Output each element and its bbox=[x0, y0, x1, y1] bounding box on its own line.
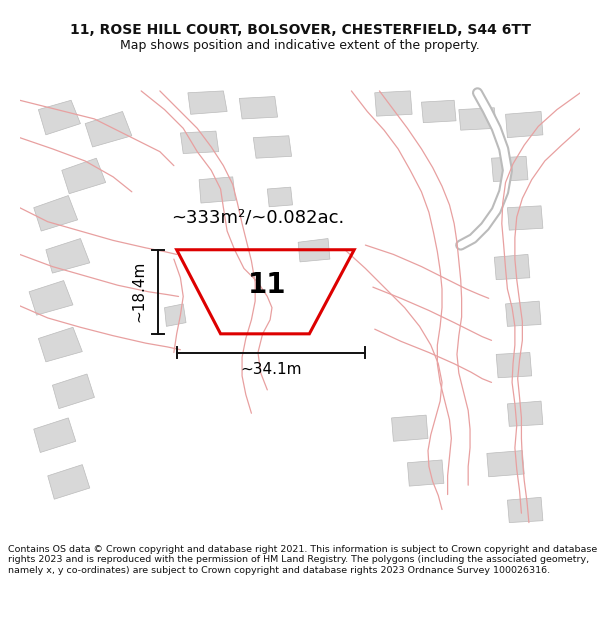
Text: Contains OS data © Crown copyright and database right 2021. This information is : Contains OS data © Crown copyright and d… bbox=[8, 545, 597, 575]
Polygon shape bbox=[459, 107, 496, 130]
Polygon shape bbox=[506, 301, 541, 326]
Polygon shape bbox=[34, 418, 76, 452]
Polygon shape bbox=[38, 100, 80, 135]
Polygon shape bbox=[48, 464, 90, 499]
Polygon shape bbox=[38, 328, 82, 362]
Text: 11: 11 bbox=[248, 271, 287, 299]
Polygon shape bbox=[181, 131, 219, 154]
Polygon shape bbox=[494, 254, 530, 279]
Polygon shape bbox=[85, 111, 132, 147]
Polygon shape bbox=[506, 111, 543, 138]
Polygon shape bbox=[62, 158, 106, 194]
Polygon shape bbox=[239, 96, 278, 119]
Polygon shape bbox=[298, 239, 330, 262]
Polygon shape bbox=[164, 304, 186, 326]
Text: ~34.1m: ~34.1m bbox=[240, 362, 302, 377]
Polygon shape bbox=[52, 374, 94, 409]
Polygon shape bbox=[253, 136, 292, 158]
Polygon shape bbox=[46, 239, 90, 273]
Polygon shape bbox=[421, 100, 456, 122]
Polygon shape bbox=[496, 352, 532, 377]
Polygon shape bbox=[188, 91, 227, 114]
Polygon shape bbox=[199, 177, 236, 203]
Polygon shape bbox=[508, 206, 543, 230]
Polygon shape bbox=[491, 156, 528, 181]
Polygon shape bbox=[487, 451, 524, 477]
Polygon shape bbox=[508, 401, 543, 426]
Polygon shape bbox=[268, 187, 293, 207]
Polygon shape bbox=[392, 415, 428, 441]
Text: 11, ROSE HILL COURT, BOLSOVER, CHESTERFIELD, S44 6TT: 11, ROSE HILL COURT, BOLSOVER, CHESTERFI… bbox=[70, 23, 530, 37]
Polygon shape bbox=[29, 281, 73, 315]
Text: ~333m²/~0.082ac.: ~333m²/~0.082ac. bbox=[172, 208, 344, 226]
Text: Map shows position and indicative extent of the property.: Map shows position and indicative extent… bbox=[120, 39, 480, 51]
Polygon shape bbox=[375, 91, 412, 116]
Text: ~18.4m: ~18.4m bbox=[132, 261, 147, 322]
Polygon shape bbox=[508, 498, 543, 522]
Polygon shape bbox=[407, 460, 444, 486]
Polygon shape bbox=[34, 196, 77, 231]
